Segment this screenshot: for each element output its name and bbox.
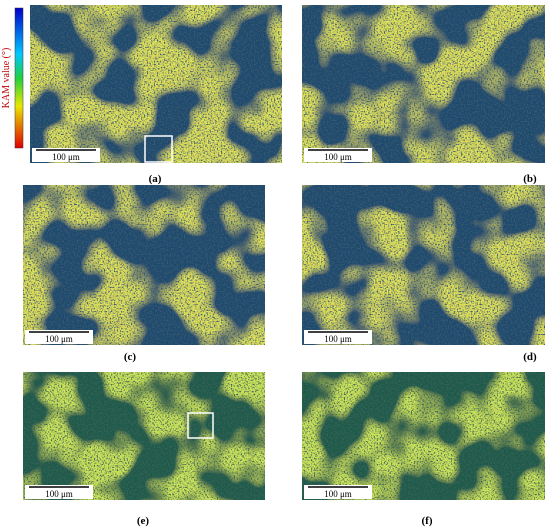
panel-label: (e) — [137, 515, 150, 527]
kam-map — [302, 185, 545, 345]
panel: 100 μm (d) — [302, 185, 545, 363]
scale-bar-label: 100 μm — [45, 334, 73, 344]
scale-bar-bg — [32, 148, 100, 162]
panel-label: (d) — [523, 351, 537, 363]
scale-bar-label: 100 μm — [52, 152, 80, 162]
colorbar — [14, 7, 24, 149]
panel: 100 μm (f) — [302, 372, 545, 527]
scale-bar-bg — [304, 485, 372, 499]
scale-bar-label: 100 μm — [324, 334, 352, 344]
scale-bar-label: 100 μm — [324, 489, 352, 499]
highlight-box — [144, 135, 173, 163]
kam-map — [30, 5, 282, 163]
kam-map — [302, 5, 545, 163]
scale-bar-label: 100 μm — [45, 489, 73, 499]
colorbar-title: KAM value (°) — [1, 48, 12, 109]
kam-map — [23, 372, 265, 500]
scale-bar-label: 100 μm — [324, 152, 352, 162]
kam-map — [302, 372, 545, 500]
kam-map — [23, 185, 265, 345]
scale-bar-bg — [25, 330, 93, 344]
scale-bar-bg — [304, 148, 372, 162]
panel-label: (f) — [422, 515, 433, 527]
scale-bar-bg — [304, 330, 372, 344]
scale-bar-bg — [25, 485, 93, 499]
panel: 100 μm (c) — [23, 185, 265, 363]
panel: 100 μm (e) — [23, 372, 265, 527]
panel-label: (b) — [523, 173, 537, 185]
panel-label: (c) — [124, 351, 137, 363]
panel-label: (a) — [149, 173, 162, 185]
highlight-box — [187, 412, 214, 439]
panel: 100 μm (b) — [302, 5, 545, 185]
panel: 100 μm (a) — [30, 5, 282, 185]
panels: 100 μm(a)100 μm(b)100 μm(c)100 μm(d)100 … — [23, 5, 545, 527]
